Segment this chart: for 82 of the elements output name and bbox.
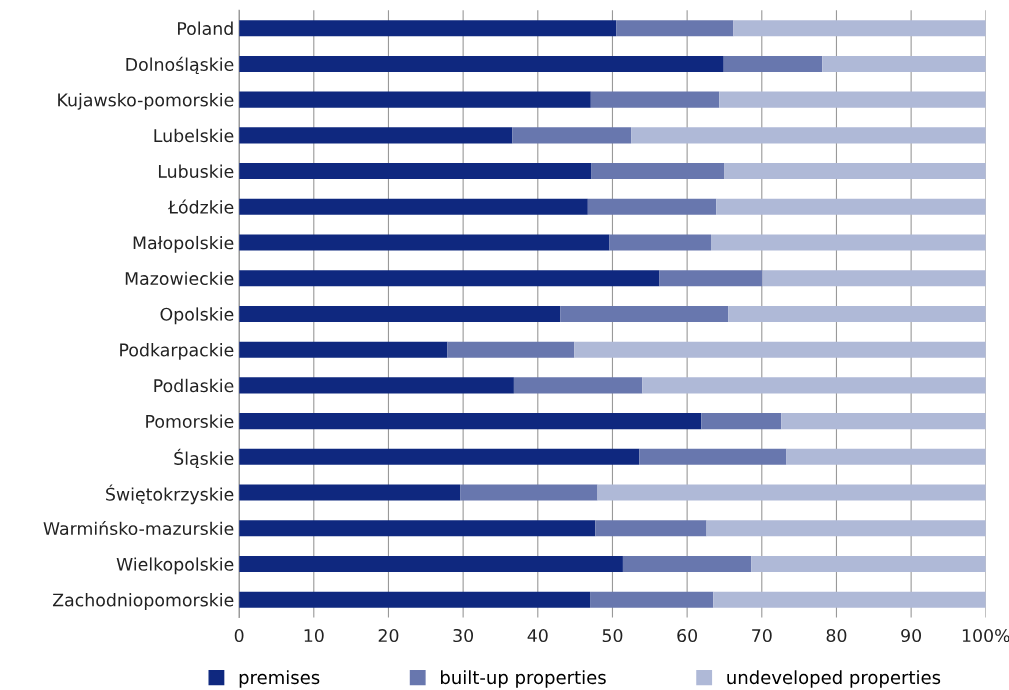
bar xyxy=(587,198,717,215)
legend-label: undeveloped properties xyxy=(727,670,941,688)
x-tick-label: 80 xyxy=(826,628,847,643)
y-tick-label: Lubuskie xyxy=(158,164,234,178)
bar xyxy=(460,484,598,501)
x-tick-label: 50 xyxy=(602,628,623,643)
bar xyxy=(716,198,986,215)
bar xyxy=(239,198,588,215)
bar xyxy=(239,270,660,287)
y-tick-label: Małopolskie xyxy=(133,235,234,253)
x-tick-label: 20 xyxy=(378,628,399,643)
bar xyxy=(713,591,986,608)
bar xyxy=(609,234,712,251)
bar xyxy=(512,127,632,144)
bar xyxy=(781,413,986,430)
bar xyxy=(591,163,725,180)
bar xyxy=(239,591,591,608)
y-tick-label: Lubelskie xyxy=(154,128,234,143)
bar xyxy=(597,484,986,501)
bar xyxy=(642,377,986,394)
bar xyxy=(719,91,986,108)
bar xyxy=(239,341,448,358)
bar xyxy=(574,341,986,358)
x-tick-label: 40 xyxy=(527,628,548,643)
y-tick-label: Pomorskie xyxy=(146,414,234,428)
y-tick-label: Mazowieckie xyxy=(125,271,234,286)
bar xyxy=(723,55,823,72)
x-tick-label: 100% xyxy=(962,628,1009,643)
y-tick-label: Podlaskie xyxy=(154,378,234,393)
bar xyxy=(751,555,986,573)
y-tick-label: Poland xyxy=(178,21,233,36)
x-tick-label: 60 xyxy=(677,628,698,643)
bar xyxy=(724,163,986,180)
y-tick-label: Opolskie xyxy=(160,307,234,325)
bar xyxy=(639,448,787,465)
bar xyxy=(239,234,610,251)
bar xyxy=(711,234,986,251)
bar xyxy=(239,91,591,108)
bar xyxy=(239,555,623,573)
bar xyxy=(560,305,729,322)
bar xyxy=(239,20,617,37)
bar xyxy=(239,163,592,180)
y-tick-label: Warmińsko-mazurskie xyxy=(43,520,234,536)
y-tick-label: Kujawsko-pomorskie xyxy=(58,93,234,110)
y-tick-label: Łódzkie xyxy=(168,199,234,214)
x-tick-label: 70 xyxy=(752,628,772,643)
x-tick-label: 10 xyxy=(304,628,324,643)
y-tick-label: Wielkopolskie xyxy=(116,557,234,575)
bar xyxy=(622,555,752,573)
x-tick-label: 30 xyxy=(453,628,474,643)
bar xyxy=(701,413,782,430)
legend-label: built-up properties xyxy=(441,670,606,688)
bar xyxy=(239,55,724,72)
bar xyxy=(239,448,640,465)
bar xyxy=(616,20,734,37)
bar xyxy=(728,305,986,322)
bar xyxy=(239,127,513,144)
x-tick-label: 0 xyxy=(234,628,244,643)
bar xyxy=(762,270,986,287)
bar xyxy=(239,377,514,394)
x-tick-label: 90 xyxy=(901,628,922,643)
bar xyxy=(631,127,986,144)
bar xyxy=(590,91,720,108)
bar xyxy=(595,520,707,537)
y-tick-label: Dolnośląskie xyxy=(126,56,234,75)
bar xyxy=(239,520,596,537)
bar xyxy=(706,520,986,537)
y-tick-label: Świętokrzyskie xyxy=(106,484,234,505)
bar xyxy=(239,305,561,322)
bar xyxy=(447,341,575,358)
bar xyxy=(733,20,986,37)
y-tick-label: Śląskie xyxy=(174,448,234,469)
bar xyxy=(513,377,643,394)
y-tick-label: Zachodniopomorskie xyxy=(52,593,234,610)
bar xyxy=(590,591,714,608)
y-tick-label: Podkarpackie xyxy=(120,343,234,360)
bar xyxy=(786,448,986,465)
bar xyxy=(239,484,461,501)
legend-label: premises xyxy=(239,670,320,688)
bar xyxy=(239,413,702,430)
bar xyxy=(822,55,986,72)
bar xyxy=(659,270,763,287)
